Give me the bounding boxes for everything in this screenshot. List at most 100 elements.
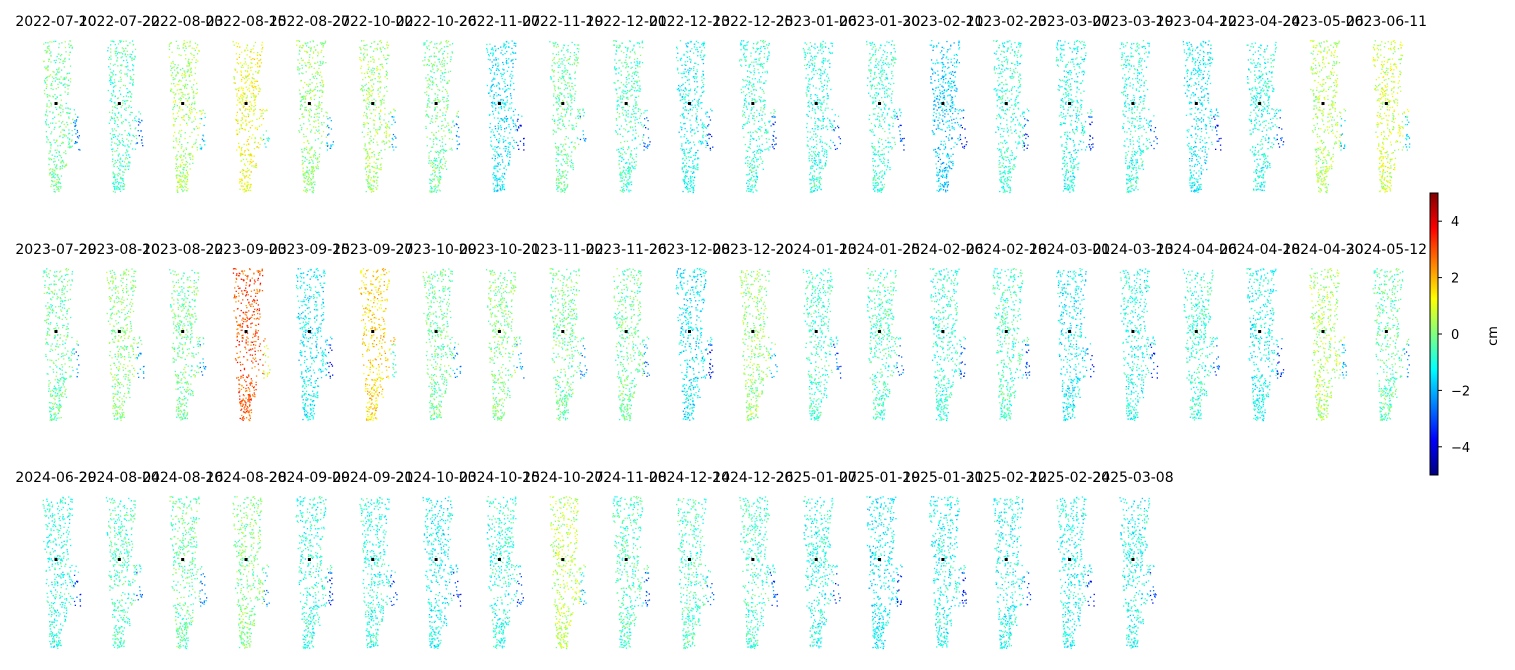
- displacement-point: [128, 105, 130, 107]
- displacement-point: [318, 67, 320, 69]
- displacement-point: [375, 100, 377, 102]
- displacement-point: [254, 102, 256, 104]
- displacement-point: [361, 88, 363, 90]
- displacement-point: [495, 59, 497, 61]
- displacement-point: [433, 63, 435, 66]
- displacement-point: [244, 182, 246, 184]
- displacement-point: [377, 176, 379, 179]
- displacement-point: [437, 179, 439, 181]
- displacement-point: [455, 134, 458, 137]
- displacement-point: [186, 183, 188, 185]
- displacement-point: [445, 100, 447, 102]
- displacement-point: [632, 72, 634, 74]
- displacement-point: [561, 82, 563, 84]
- displacement-point: [58, 68, 60, 70]
- displacement-point: [623, 128, 625, 130]
- displacement-point: [692, 165, 694, 168]
- displacement-point: [57, 182, 59, 184]
- displacement-point: [116, 47, 118, 49]
- displacement-point: [373, 180, 375, 182]
- displacement-point: [560, 188, 562, 190]
- displacement-point: [248, 108, 251, 111]
- displacement-point: [632, 77, 635, 80]
- displacement-point: [360, 67, 362, 69]
- displacement-point: [441, 90, 443, 92]
- displacement-point: [264, 110, 266, 112]
- displacement-point: [172, 61, 174, 63]
- displacement-point: [709, 119, 712, 121]
- displacement-point: [137, 130, 139, 132]
- displacement-point: [445, 160, 447, 162]
- displacement-point: [64, 165, 66, 167]
- displacement-point: [302, 156, 304, 158]
- displacement-point: [124, 145, 126, 147]
- displacement-point: [497, 153, 499, 155]
- displacement-point: [489, 59, 491, 61]
- displacement-point: [130, 53, 133, 56]
- displacement-point: [768, 149, 770, 151]
- displacement-point: [46, 141, 48, 143]
- displacement-point: [248, 77, 250, 80]
- displacement-point: [200, 110, 202, 112]
- displacement-point: [636, 82, 638, 84]
- displacement-point: [696, 49, 699, 51]
- displacement-point: [752, 151, 754, 153]
- displacement-point: [569, 63, 571, 66]
- displacement-point: [239, 62, 242, 64]
- displacement-point: [304, 172, 307, 174]
- displacement-point: [238, 131, 241, 133]
- displacement-point: [628, 172, 630, 174]
- displacement-point: [503, 147, 505, 150]
- displacement-point: [447, 40, 450, 43]
- displacement-point: [743, 124, 746, 126]
- displacement-point: [623, 90, 625, 92]
- displacement-point: [563, 161, 566, 163]
- displacement-point: [624, 109, 626, 112]
- displacement-point: [52, 175, 54, 177]
- displacement-point: [499, 120, 501, 122]
- displacement-point: [181, 175, 183, 177]
- displacement-point: [62, 84, 64, 86]
- displacement-point: [306, 188, 308, 190]
- displacement-point: [48, 75, 50, 77]
- displacement-point: [429, 84, 431, 86]
- displacement-point: [636, 60, 638, 63]
- displacement-point: [758, 95, 760, 98]
- displacement-point: [71, 47, 73, 49]
- displacement-point: [630, 181, 633, 183]
- displacement-point: [693, 77, 695, 79]
- displacement-point: [243, 102, 245, 104]
- displacement-point: [511, 70, 513, 73]
- displacement-point: [65, 107, 67, 109]
- displacement-point: [369, 171, 371, 173]
- displacement-point: [239, 101, 241, 103]
- displacement-point: [330, 145, 332, 147]
- displacement-point: [619, 46, 621, 48]
- displacement-point: [180, 99, 182, 101]
- displacement-point: [432, 169, 434, 172]
- displacement-point: [201, 112, 203, 114]
- displacement-point: [132, 51, 134, 53]
- displacement-point: [370, 177, 372, 179]
- panel: 2022-12-13: [649, 14, 730, 194]
- displacement-point: [184, 87, 186, 89]
- displacement-point: [566, 110, 568, 112]
- displacement-point: [567, 49, 569, 51]
- displacement-point: [427, 103, 429, 105]
- displacement-point: [262, 112, 264, 114]
- displacement-point: [119, 40, 121, 42]
- displacement-point: [367, 153, 369, 155]
- displacement-point: [189, 158, 192, 160]
- panel: 2022-08-03: [142, 14, 223, 193]
- displacement-point: [122, 48, 125, 50]
- displacement-point: [177, 72, 179, 75]
- displacement-point: [696, 127, 698, 129]
- displacement-point: [681, 98, 683, 101]
- displacement-point: [71, 139, 73, 141]
- displacement-point: [690, 68, 692, 70]
- displacement-point: [365, 190, 367, 193]
- displacement-point: [235, 129, 238, 131]
- displacement-point: [493, 103, 496, 105]
- displacement-point: [684, 97, 686, 99]
- displacement-point: [111, 76, 113, 78]
